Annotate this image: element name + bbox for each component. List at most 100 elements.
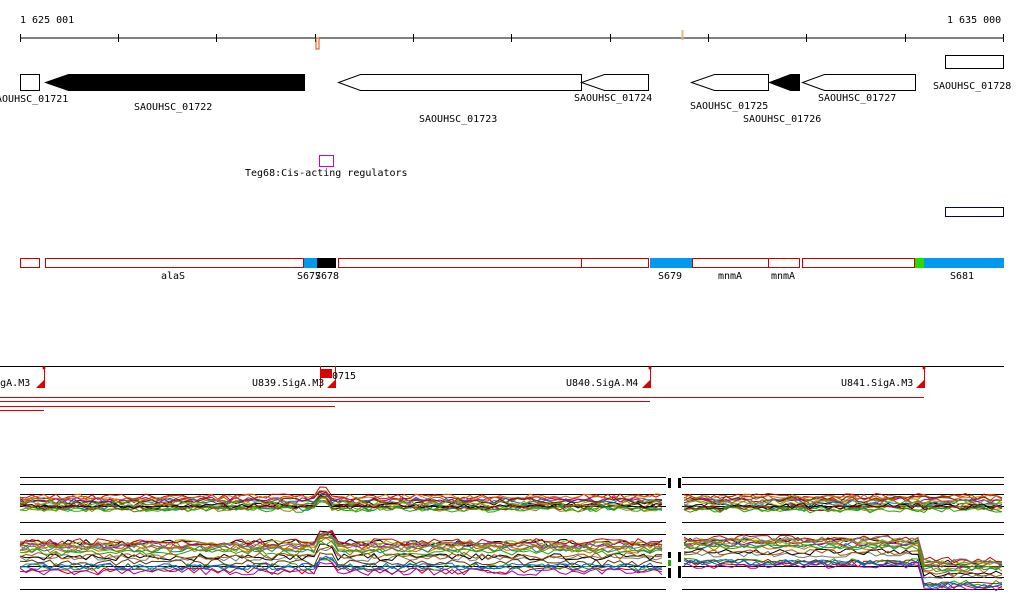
- gene-saouhsc-01724[interactable]: [579, 74, 649, 91]
- expression-profile-line: [19, 493, 663, 503]
- ruler-marker-red: [315, 37, 320, 50]
- gene-labels: SAOUHSC_01721 SAOUHSC_01722 SAOUHSC_0172…: [0, 81, 1011, 125]
- expression-track: [19, 477, 1004, 592]
- segment-s678[interactable]: [317, 258, 336, 268]
- gene-label: SAOUHSC_01725: [690, 101, 768, 112]
- expression-profile-line: [683, 548, 1003, 578]
- expression-profile-line: [19, 535, 663, 553]
- segment-label-s678: S678: [315, 271, 339, 282]
- expression-profile-line: [19, 555, 663, 571]
- expression-profiles-lower: [19, 529, 1003, 592]
- gene-label: SAOUHSC_01723: [419, 114, 497, 125]
- segment-label-mnma-2: mnmA: [771, 271, 795, 282]
- segment-green[interactable]: [915, 258, 924, 268]
- segment-mnma-1[interactable]: [692, 258, 769, 268]
- ruler-start-label: 1 625 001: [20, 15, 74, 26]
- segment-track: [20, 258, 915, 268]
- gene-saouhsc-01723[interactable]: [337, 74, 582, 91]
- expression-profile-line: [683, 543, 1003, 573]
- regulator-track: Teg68:Cis-acting regulators: [245, 155, 408, 179]
- promoter-arrow: [327, 380, 335, 388]
- expression-profile-line: [19, 532, 663, 550]
- promoter-arrow: [916, 380, 924, 388]
- expression-profile-line: [683, 506, 1003, 514]
- expression-profile-line: [683, 542, 1003, 572]
- segment-label-s681: S681: [950, 271, 974, 282]
- segment-label-alas: alaS: [161, 271, 185, 282]
- expression-profile-line: [19, 530, 663, 549]
- expression-profile-line: [683, 504, 1003, 512]
- expression-profile-line: [19, 500, 663, 513]
- expression-profile-line: [20, 496, 663, 511]
- expression-profile-line: [19, 561, 663, 576]
- expression-profile-line: [683, 548, 1003, 578]
- promoter-dot: [648, 366, 652, 370]
- segment-labels: alaS S677 S678 S679 mnmA mnmA S681: [161, 271, 974, 282]
- expression-profile-line: [19, 495, 663, 510]
- segment[interactable]: [338, 258, 582, 268]
- expression-profile-line: [19, 543, 663, 562]
- expression-profile-line: [19, 529, 663, 547]
- segment-s679[interactable]: [650, 258, 692, 268]
- gene-label: SAOUHSC_01724: [574, 93, 652, 104]
- promoter-label-u839: U839.SigA.M3: [252, 378, 324, 389]
- expression-profile-line: [683, 497, 1003, 505]
- gene-label: SAOUHSC_01721: [0, 94, 68, 105]
- segment-fills: [304, 258, 1004, 268]
- expression-profile-line: [683, 560, 1003, 590]
- gene-track: [20, 55, 1004, 91]
- segment-label-mnma-1: mnmA: [718, 271, 742, 282]
- promoter-marker-0715[interactable]: [321, 369, 332, 378]
- gene-saouhsc-01721[interactable]: [20, 74, 40, 91]
- expression-frame: [20, 477, 1004, 590]
- promoter-label-u838: U838.SigA.M3: [0, 378, 30, 389]
- expression-profile-line: [19, 496, 663, 507]
- expression-profile-line: [683, 558, 1003, 588]
- expression-profile-line: [19, 557, 663, 572]
- gene-saouhsc-01726[interactable]: [768, 74, 800, 91]
- coordinate-ruler: 1 625 001 1 635 000: [20, 15, 1004, 50]
- expression-profile-line: [683, 535, 1003, 565]
- gene-saouhsc-01722[interactable]: [43, 74, 305, 91]
- promoter-label-0715: 0715: [332, 371, 356, 382]
- gene-label: SAOUHSC_01726: [743, 114, 821, 125]
- expression-profile-line: [683, 562, 1003, 592]
- expression-profile-line: [683, 495, 1003, 503]
- promoter-track: U838.SigA.M3 U839.SigA.M3 0715 U840.SigA…: [0, 366, 1004, 411]
- segment[interactable]: [802, 258, 915, 268]
- segment-label-s679: S679: [658, 271, 682, 282]
- expression-profile-line: [19, 490, 663, 501]
- expression-profile-line: [19, 500, 663, 513]
- gene-saouhsc-01728[interactable]: [945, 55, 1004, 69]
- segment-label-s677: S677: [297, 271, 321, 282]
- segment-alas[interactable]: [45, 258, 304, 268]
- expression-profiles-upper: [19, 486, 1003, 514]
- segment[interactable]: [20, 258, 40, 268]
- segment[interactable]: [581, 258, 649, 268]
- expression-profile-line: [19, 552, 663, 568]
- expression-profile-line: [19, 539, 663, 557]
- expression-profile-line: [683, 538, 1003, 567]
- expression-profile-line: [683, 534, 1003, 564]
- promoter-arrow: [642, 380, 650, 388]
- expression-gap-marks: [668, 478, 681, 578]
- segment-mnma-2[interactable]: [768, 258, 800, 268]
- expression-profile-line: [19, 490, 663, 505]
- gene-saouhsc-01727[interactable]: [801, 74, 916, 91]
- expression-profile-line: [683, 498, 1003, 506]
- expression-profile-line: [19, 544, 663, 560]
- segment-s681[interactable]: [924, 258, 1004, 268]
- feature-box-right[interactable]: [945, 207, 1004, 217]
- promoter-dot: [42, 366, 46, 370]
- gene-label: SAOUHSC_01727: [818, 93, 896, 104]
- expression-profile-line: [19, 532, 663, 547]
- promoter-label-u841: U841.SigA.M3: [841, 378, 913, 389]
- segment-s677[interactable]: [304, 258, 317, 268]
- ruler-end-label: 1 635 000: [947, 15, 1001, 26]
- regulator-teg68-box[interactable]: [319, 155, 334, 167]
- promoter-label-u840: U840.SigA.M4: [566, 378, 638, 389]
- gene-saouhsc-01725[interactable]: [689, 74, 769, 91]
- promoter-arrow: [36, 380, 44, 388]
- gene-label: SAOUHSC_01728: [933, 81, 1011, 92]
